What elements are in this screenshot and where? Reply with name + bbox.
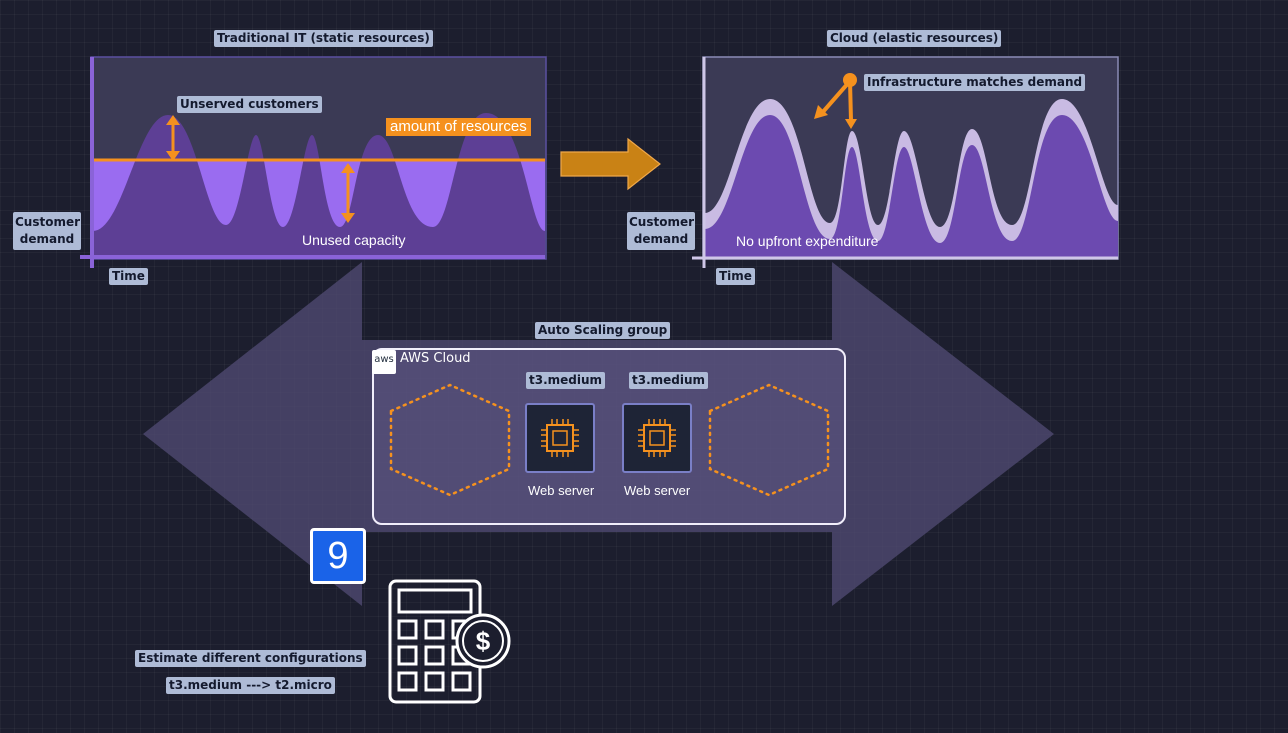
step-badge[interactable]: 9 xyxy=(310,528,366,584)
cloud-chart xyxy=(692,56,1119,268)
cpu-chip-icon xyxy=(541,419,579,457)
cloud-xlabel: Time xyxy=(716,268,755,285)
traditional-chart xyxy=(80,56,547,268)
cpu-chip-icon xyxy=(638,419,676,457)
cloud-ylabel: Customer demand xyxy=(627,212,695,250)
empty-capacity-slot-right xyxy=(708,383,830,497)
aws-logo-icon: aws xyxy=(372,350,396,374)
cloud-title: Cloud (elastic resources) xyxy=(827,30,1002,47)
no-upfront-label: No upfront expenditure xyxy=(736,233,879,249)
aws-cloud-box xyxy=(372,348,846,525)
asg-title: Auto Scaling group xyxy=(535,322,671,339)
unserved-customers-label: Unserved customers xyxy=(177,96,322,113)
aws-logo-text: aws xyxy=(374,354,394,365)
instance-role-label-2: Web server xyxy=(624,483,691,498)
ec2-instance-1[interactable] xyxy=(525,403,595,473)
instance-role-label-1: Web server xyxy=(528,483,595,498)
traditional-title: Traditional IT (static resources) xyxy=(214,30,433,47)
unused-capacity-label: Unused capacity xyxy=(302,232,406,248)
traditional-ylabel: Customer demand xyxy=(13,212,81,250)
empty-capacity-slot-left xyxy=(389,383,511,497)
resources-label: amount of resources xyxy=(386,118,531,136)
instance-type-label-2: t3.medium xyxy=(629,372,709,389)
arrow-right-icon xyxy=(560,137,661,191)
svg-text:$: $ xyxy=(476,626,491,656)
ec2-instance-2[interactable] xyxy=(622,403,692,473)
instance-type-label-1: t3.medium xyxy=(526,372,606,389)
aws-cloud-label: AWS Cloud xyxy=(400,351,471,366)
infrastructure-matches-label: Infrastructure matches demand xyxy=(864,74,1086,91)
estimate-change: t3.medium ---> t2.micro xyxy=(166,677,335,694)
estimate-title: Estimate different configurations xyxy=(135,650,366,667)
calculator-dollar-icon: $ xyxy=(388,579,511,704)
traditional-xlabel: Time xyxy=(109,268,148,285)
